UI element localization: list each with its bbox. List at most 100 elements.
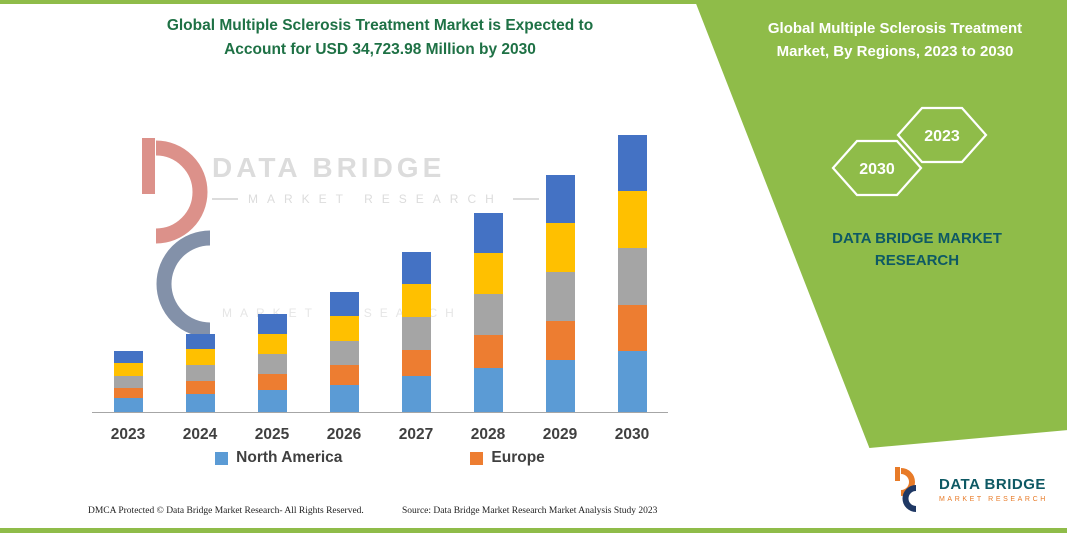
stacked-bar xyxy=(401,252,431,412)
bar-segment xyxy=(257,354,287,374)
chart-title-line1: Global Multiple Sclerosis Treatment Mark… xyxy=(166,17,594,34)
stacked-bar xyxy=(113,351,143,412)
bar-segment xyxy=(545,223,575,272)
legend-swatch xyxy=(215,451,229,465)
panel-brand-line1: DATA BRIDGE MARKET xyxy=(832,230,1002,247)
data-bridge-logo-icon xyxy=(895,467,917,512)
bar-segment xyxy=(185,365,215,381)
stacked-bar xyxy=(617,135,647,412)
bar-column-2028 xyxy=(452,213,524,412)
watermark-sub: MARKET RESEARCH xyxy=(212,192,539,206)
stacked-bar xyxy=(329,292,359,412)
bar-segment xyxy=(329,341,359,365)
bar-segment xyxy=(257,314,287,334)
right-green-panel: Global Multiple Sclerosis Treatment Mark… xyxy=(694,0,1067,448)
legend-item-north-america: North America xyxy=(215,449,342,467)
bar-column-2029 xyxy=(524,175,596,412)
bar-segment xyxy=(473,294,503,335)
x-axis-label: 2027 xyxy=(398,426,434,443)
watermark-brand: DATA BRIDGE xyxy=(212,152,446,183)
bar-segment xyxy=(617,351,647,412)
hexagon-2030 xyxy=(831,139,923,197)
chart-title: Global Multiple Sclerosis Treatment Mark… xyxy=(85,14,675,62)
bar-segment xyxy=(617,191,647,248)
bar-segment xyxy=(329,316,359,341)
bar-segment xyxy=(113,351,143,363)
bar-segment xyxy=(113,388,143,398)
bar-segment xyxy=(617,305,647,351)
bar-column-2026 xyxy=(308,292,380,412)
bar-segment xyxy=(113,376,143,388)
chart-title-line2: Account for USD 34,723.98 Million by 203… xyxy=(224,41,536,59)
logo-tagline: MARKET RESEARCH xyxy=(939,495,1048,503)
bar-segment xyxy=(329,385,359,412)
legend-item-europe: Europe xyxy=(470,449,545,467)
panel-brand-text: DATA BRIDGE MARKET RESEARCH xyxy=(802,228,1032,272)
bar-column-2030 xyxy=(596,135,668,412)
bar-segment xyxy=(545,272,575,321)
bar-segment xyxy=(401,252,431,284)
bar-segment xyxy=(257,374,287,390)
legend-swatch xyxy=(470,451,484,465)
watermark-logo-icon xyxy=(142,138,211,338)
x-axis-label: 2023 xyxy=(110,426,146,443)
hexagon-2030-label: 2030 xyxy=(859,161,895,178)
hexagon-2023-label: 2023 xyxy=(924,128,960,145)
x-axis-label: 2029 xyxy=(542,426,578,443)
bar-segment xyxy=(401,284,431,317)
legend-label: North America xyxy=(236,449,343,466)
bar-segment xyxy=(401,350,431,376)
data-bridge-logo: DATA BRIDGE MARKET RESEARCH xyxy=(893,466,1048,512)
bar-segment xyxy=(473,213,503,253)
stacked-bar xyxy=(257,314,287,412)
bar-segment xyxy=(185,334,215,349)
bar-segment xyxy=(257,390,287,412)
bar-segment xyxy=(617,248,647,305)
bar-segment xyxy=(401,317,431,350)
chart-legend: North America Europe xyxy=(92,449,668,467)
plot-area xyxy=(92,126,668,413)
x-axis-labels: 2023 2024 2025 2026 2027 2028 2029 2030 xyxy=(92,413,668,444)
bar-segment xyxy=(257,334,287,354)
bar-column-2024 xyxy=(164,334,236,412)
panel-title: Global Multiple Sclerosis Treatment Mark… xyxy=(767,20,1023,60)
bar-segment xyxy=(113,363,143,376)
bar-segment xyxy=(473,335,503,368)
bar-segment xyxy=(113,398,143,412)
bar-segment xyxy=(329,292,359,316)
bar-segment xyxy=(545,175,575,223)
watermark-text: DATA BRIDGE MARKET RESEARCH xyxy=(212,152,539,206)
bottom-green-strip xyxy=(0,528,1067,533)
footer-dmca-text: DMCA Protected © Data Bridge Market Rese… xyxy=(88,506,364,516)
x-axis-label: 2024 xyxy=(182,426,218,443)
logo-wordmark: DATA BRIDGE MARKET RESEARCH xyxy=(939,476,1048,503)
hexagon-2023 xyxy=(896,106,988,164)
stacked-bar xyxy=(545,175,575,412)
stacked-bar xyxy=(185,334,215,412)
stacked-bar xyxy=(473,213,503,412)
bar-column-2023 xyxy=(92,351,164,412)
bar-segment xyxy=(473,368,503,412)
bar-segment xyxy=(185,349,215,365)
stacked-bar-chart: 2023 2024 2025 2026 2027 2028 2029 2030 xyxy=(92,126,668,444)
x-axis-label: 2026 xyxy=(326,426,362,443)
panel-brand-line2: RESEARCH xyxy=(874,251,960,269)
x-axis-label: 2025 xyxy=(254,426,290,443)
bar-column-2025 xyxy=(236,314,308,412)
bar-segment xyxy=(185,394,215,412)
logo-name: DATA BRIDGE xyxy=(939,475,1046,493)
bar-segment xyxy=(473,253,503,294)
x-axis-label: 2030 xyxy=(614,426,650,443)
bar-segment xyxy=(617,135,647,191)
bar-segment xyxy=(329,365,359,385)
legend-label: Europe xyxy=(491,449,545,466)
footer-source-text: Source: Data Bridge Market Research Mark… xyxy=(402,506,658,516)
bar-segment xyxy=(185,381,215,394)
x-axis-label: 2028 xyxy=(470,426,506,443)
bar-segment xyxy=(401,376,431,412)
top-green-strip xyxy=(0,0,1067,4)
year-hexagons: 2023 2030 xyxy=(831,106,988,197)
bar-segment xyxy=(545,321,575,360)
bar-column-2027 xyxy=(380,252,452,412)
